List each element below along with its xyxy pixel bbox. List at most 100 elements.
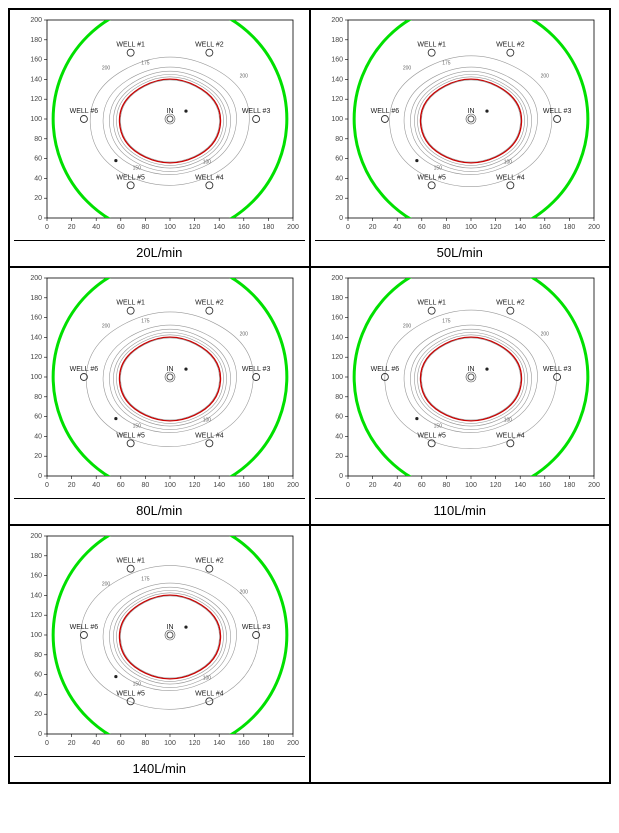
svg-text:120: 120: [189, 224, 201, 231]
svg-text:140: 140: [214, 224, 226, 231]
contour-line: [117, 77, 224, 166]
caption-0: 20L/min: [14, 240, 305, 264]
svg-text:40: 40: [393, 224, 401, 231]
well-marker: [206, 565, 213, 572]
svg-text:20: 20: [68, 482, 76, 489]
svg-text:20: 20: [34, 711, 42, 718]
svg-text:140: 140: [31, 76, 43, 83]
svg-text:20: 20: [368, 482, 376, 489]
figure-grid: 0204060801001201401601802000204060801001…: [8, 8, 611, 784]
contour-label: 200: [102, 324, 111, 330]
svg-text:40: 40: [34, 175, 42, 182]
svg-text:80: 80: [142, 740, 150, 747]
chart-3: 0204060801001201401601802000204060801001…: [320, 272, 600, 496]
contour-line: [103, 583, 236, 691]
contour-line: [414, 332, 527, 426]
svg-text:0: 0: [339, 473, 343, 480]
chart-1: 0204060801001201401601802000204060801001…: [320, 14, 600, 238]
well-label: WELL #3: [543, 366, 572, 373]
contour-line: [410, 329, 531, 429]
svg-text:80: 80: [34, 136, 42, 143]
contour-label: 200: [403, 66, 412, 72]
svg-text:0: 0: [38, 473, 42, 480]
svg-text:100: 100: [31, 374, 43, 381]
well-marker: [553, 116, 560, 123]
contour-line: [417, 77, 524, 166]
well-label: WELL #2: [195, 42, 224, 49]
well-marker: [507, 49, 514, 56]
well-marker: [127, 182, 134, 189]
svg-text:160: 160: [238, 482, 250, 489]
contour-line: [114, 74, 227, 168]
well-label: WELL #4: [195, 432, 224, 439]
svg-text:80: 80: [442, 224, 450, 231]
svg-text:160: 160: [539, 224, 551, 231]
aux-point: [415, 159, 418, 162]
svg-text:160: 160: [539, 482, 551, 489]
contour-label: 100: [503, 160, 512, 166]
svg-text:80: 80: [34, 652, 42, 659]
well-marker: [428, 49, 435, 56]
well-label: WELL #4: [496, 432, 525, 439]
well-label: WELL #6: [370, 108, 399, 115]
contour-line: [414, 74, 527, 168]
svg-text:180: 180: [263, 740, 275, 747]
svg-text:160: 160: [331, 57, 343, 64]
svg-text:180: 180: [31, 295, 43, 302]
well-marker: [127, 565, 134, 572]
svg-text:20: 20: [335, 453, 343, 460]
svg-text:100: 100: [31, 116, 43, 123]
svg-text:180: 180: [31, 553, 43, 560]
svg-text:100: 100: [465, 482, 477, 489]
well-marker: [553, 374, 560, 381]
contour-label: 100: [203, 676, 212, 682]
contour-line: [103, 67, 236, 175]
well-label: WELL #1: [117, 300, 146, 307]
aux-point: [115, 675, 118, 678]
contour-label: 200: [540, 73, 549, 79]
boundary-circle: [53, 272, 287, 494]
svg-text:100: 100: [164, 740, 176, 747]
contour-plot: 0204060801001201401601802000204060801001…: [320, 272, 600, 496]
center-label: IN: [167, 366, 174, 373]
svg-text:200: 200: [287, 224, 299, 231]
svg-text:120: 120: [31, 96, 43, 103]
well-marker: [127, 698, 134, 705]
contour-label: 175: [141, 577, 150, 583]
contour-label: 200: [102, 582, 111, 588]
svg-text:160: 160: [238, 224, 250, 231]
svg-text:40: 40: [335, 175, 343, 182]
well-marker: [507, 307, 514, 314]
svg-text:80: 80: [142, 224, 150, 231]
well-marker: [428, 307, 435, 314]
caption-4: 140L/min: [14, 756, 305, 780]
aux-point: [185, 625, 188, 628]
well-label: WELL #1: [117, 558, 146, 565]
contour-line: [110, 329, 231, 429]
contour-label: 200: [102, 66, 111, 72]
svg-text:140: 140: [31, 592, 43, 599]
panel-0: 0204060801001201401601802000204060801001…: [9, 9, 310, 267]
contour-line: [120, 595, 221, 679]
well-label: WELL #1: [417, 300, 446, 307]
contour-line: [421, 80, 520, 162]
aux-point: [185, 367, 188, 370]
svg-text:180: 180: [263, 224, 275, 231]
contour-label: 150: [433, 423, 442, 429]
contour-label: 100: [203, 160, 212, 166]
well-label: WELL #5: [117, 174, 146, 181]
svg-text:0: 0: [45, 482, 49, 489]
svg-text:180: 180: [563, 482, 575, 489]
well-marker: [206, 440, 213, 447]
contour-label: 200: [240, 589, 249, 595]
well-marker: [127, 440, 134, 447]
svg-text:120: 120: [31, 354, 43, 361]
svg-text:100: 100: [331, 116, 343, 123]
center-label: IN: [167, 108, 174, 115]
well-marker: [81, 632, 88, 639]
svg-text:160: 160: [31, 315, 43, 322]
center-label: IN: [467, 366, 474, 373]
svg-text:0: 0: [45, 224, 49, 231]
aux-point: [115, 159, 118, 162]
svg-text:100: 100: [331, 374, 343, 381]
